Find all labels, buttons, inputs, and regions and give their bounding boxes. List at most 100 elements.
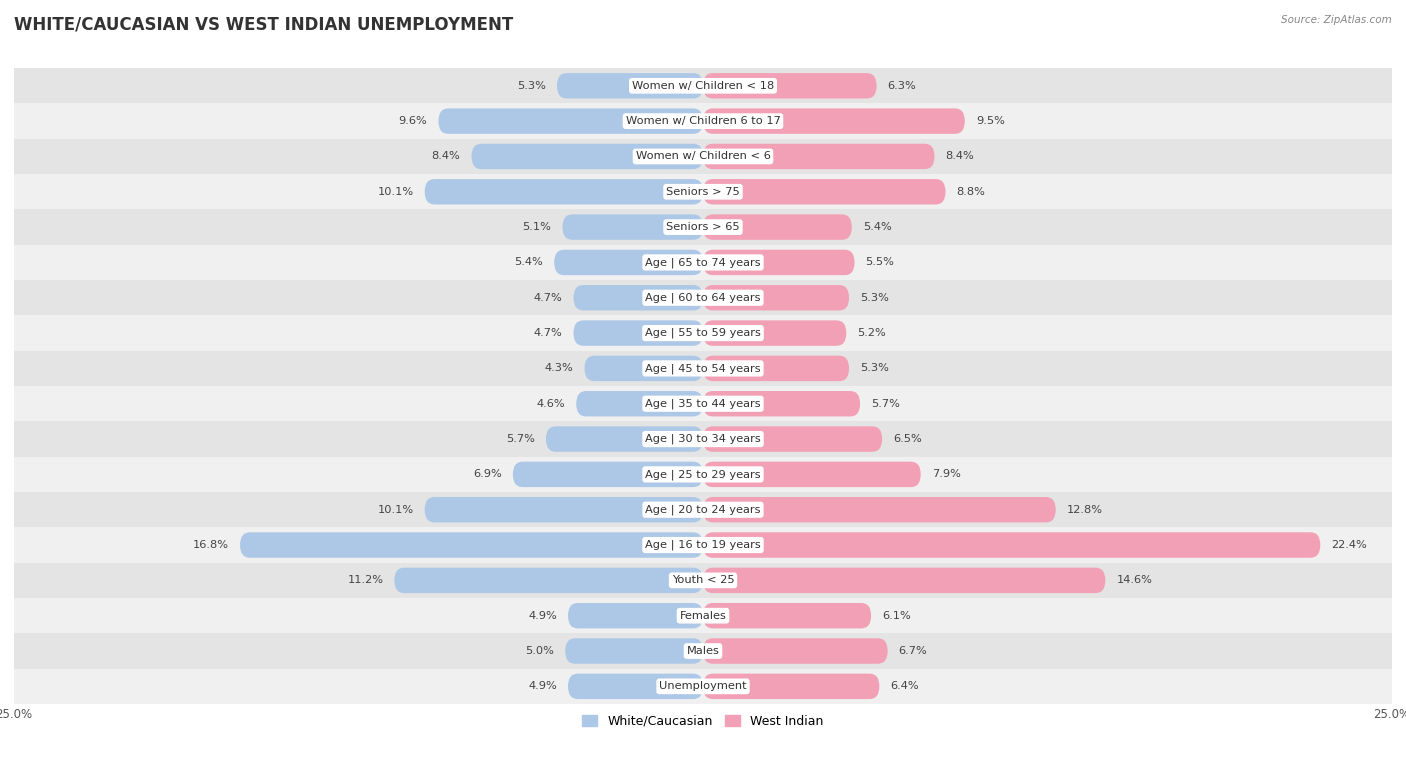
- Bar: [14, 668, 1392, 704]
- FancyBboxPatch shape: [546, 426, 703, 452]
- Bar: [14, 245, 1392, 280]
- FancyBboxPatch shape: [562, 214, 703, 240]
- Bar: [14, 528, 1392, 562]
- Text: 6.9%: 6.9%: [472, 469, 502, 479]
- Bar: [14, 174, 1392, 210]
- FancyBboxPatch shape: [703, 356, 849, 381]
- Text: Women w/ Children 6 to 17: Women w/ Children 6 to 17: [626, 116, 780, 126]
- Text: 12.8%: 12.8%: [1067, 505, 1102, 515]
- FancyBboxPatch shape: [703, 638, 887, 664]
- Text: 14.6%: 14.6%: [1116, 575, 1153, 585]
- FancyBboxPatch shape: [703, 108, 965, 134]
- FancyBboxPatch shape: [576, 391, 703, 416]
- FancyBboxPatch shape: [703, 603, 872, 628]
- FancyBboxPatch shape: [703, 214, 852, 240]
- Text: 10.1%: 10.1%: [378, 187, 413, 197]
- Text: 6.4%: 6.4%: [890, 681, 920, 691]
- Bar: [14, 598, 1392, 634]
- Text: 7.9%: 7.9%: [932, 469, 960, 479]
- Legend: White/Caucasian, West Indian: White/Caucasian, West Indian: [578, 710, 828, 733]
- FancyBboxPatch shape: [703, 391, 860, 416]
- FancyBboxPatch shape: [568, 603, 703, 628]
- Text: 6.5%: 6.5%: [893, 434, 922, 444]
- Bar: [14, 210, 1392, 245]
- FancyBboxPatch shape: [394, 568, 703, 593]
- Text: Women w/ Children < 6: Women w/ Children < 6: [636, 151, 770, 161]
- Text: 10.1%: 10.1%: [378, 505, 413, 515]
- Text: 9.6%: 9.6%: [399, 116, 427, 126]
- Text: 5.3%: 5.3%: [860, 363, 889, 373]
- Bar: [14, 634, 1392, 668]
- Text: 5.0%: 5.0%: [526, 646, 554, 656]
- FancyBboxPatch shape: [565, 638, 703, 664]
- Text: 16.8%: 16.8%: [193, 540, 229, 550]
- Text: Women w/ Children < 18: Women w/ Children < 18: [631, 81, 775, 91]
- Text: 5.3%: 5.3%: [517, 81, 546, 91]
- FancyBboxPatch shape: [703, 497, 1056, 522]
- Text: 5.4%: 5.4%: [515, 257, 543, 267]
- Text: 22.4%: 22.4%: [1331, 540, 1367, 550]
- Text: 11.2%: 11.2%: [347, 575, 384, 585]
- Text: Youth < 25: Youth < 25: [672, 575, 734, 585]
- FancyBboxPatch shape: [439, 108, 703, 134]
- Text: Age | 16 to 19 years: Age | 16 to 19 years: [645, 540, 761, 550]
- Text: Seniors > 75: Seniors > 75: [666, 187, 740, 197]
- Text: Age | 25 to 29 years: Age | 25 to 29 years: [645, 469, 761, 480]
- Text: 6.7%: 6.7%: [898, 646, 928, 656]
- Bar: [14, 386, 1392, 422]
- FancyBboxPatch shape: [425, 497, 703, 522]
- FancyBboxPatch shape: [425, 179, 703, 204]
- Bar: [14, 492, 1392, 528]
- Text: 5.4%: 5.4%: [863, 222, 891, 232]
- Bar: [14, 350, 1392, 386]
- FancyBboxPatch shape: [574, 285, 703, 310]
- Text: WHITE/CAUCASIAN VS WEST INDIAN UNEMPLOYMENT: WHITE/CAUCASIAN VS WEST INDIAN UNEMPLOYM…: [14, 15, 513, 33]
- Text: 4.9%: 4.9%: [529, 681, 557, 691]
- Bar: [14, 562, 1392, 598]
- Bar: [14, 104, 1392, 139]
- Text: 8.8%: 8.8%: [956, 187, 986, 197]
- FancyBboxPatch shape: [703, 426, 882, 452]
- Text: 5.5%: 5.5%: [866, 257, 894, 267]
- FancyBboxPatch shape: [703, 320, 846, 346]
- FancyBboxPatch shape: [557, 73, 703, 98]
- Bar: [14, 280, 1392, 316]
- Bar: [14, 68, 1392, 104]
- Text: 5.2%: 5.2%: [858, 328, 886, 338]
- Text: Seniors > 65: Seniors > 65: [666, 222, 740, 232]
- FancyBboxPatch shape: [703, 568, 1105, 593]
- FancyBboxPatch shape: [574, 320, 703, 346]
- Text: Males: Males: [686, 646, 720, 656]
- FancyBboxPatch shape: [703, 179, 945, 204]
- FancyBboxPatch shape: [568, 674, 703, 699]
- FancyBboxPatch shape: [513, 462, 703, 487]
- Text: Source: ZipAtlas.com: Source: ZipAtlas.com: [1281, 15, 1392, 25]
- Text: Age | 55 to 59 years: Age | 55 to 59 years: [645, 328, 761, 338]
- Bar: [14, 456, 1392, 492]
- FancyBboxPatch shape: [703, 674, 879, 699]
- Text: 6.3%: 6.3%: [887, 81, 917, 91]
- Text: 4.7%: 4.7%: [534, 293, 562, 303]
- FancyBboxPatch shape: [703, 250, 855, 275]
- Text: Age | 35 to 44 years: Age | 35 to 44 years: [645, 398, 761, 409]
- Text: Age | 20 to 24 years: Age | 20 to 24 years: [645, 504, 761, 515]
- FancyBboxPatch shape: [554, 250, 703, 275]
- Text: 4.7%: 4.7%: [534, 328, 562, 338]
- Text: Age | 30 to 34 years: Age | 30 to 34 years: [645, 434, 761, 444]
- Text: 5.1%: 5.1%: [523, 222, 551, 232]
- Text: 6.1%: 6.1%: [882, 611, 911, 621]
- Bar: [14, 139, 1392, 174]
- Text: 5.7%: 5.7%: [872, 399, 900, 409]
- FancyBboxPatch shape: [703, 285, 849, 310]
- Text: Age | 45 to 54 years: Age | 45 to 54 years: [645, 363, 761, 374]
- Text: 4.3%: 4.3%: [544, 363, 574, 373]
- Bar: [14, 422, 1392, 456]
- FancyBboxPatch shape: [703, 144, 935, 169]
- Text: 4.6%: 4.6%: [537, 399, 565, 409]
- Text: Age | 60 to 64 years: Age | 60 to 64 years: [645, 292, 761, 303]
- Text: 8.4%: 8.4%: [432, 151, 461, 161]
- Text: 4.9%: 4.9%: [529, 611, 557, 621]
- Text: 5.3%: 5.3%: [860, 293, 889, 303]
- Text: 8.4%: 8.4%: [945, 151, 974, 161]
- Text: 5.7%: 5.7%: [506, 434, 534, 444]
